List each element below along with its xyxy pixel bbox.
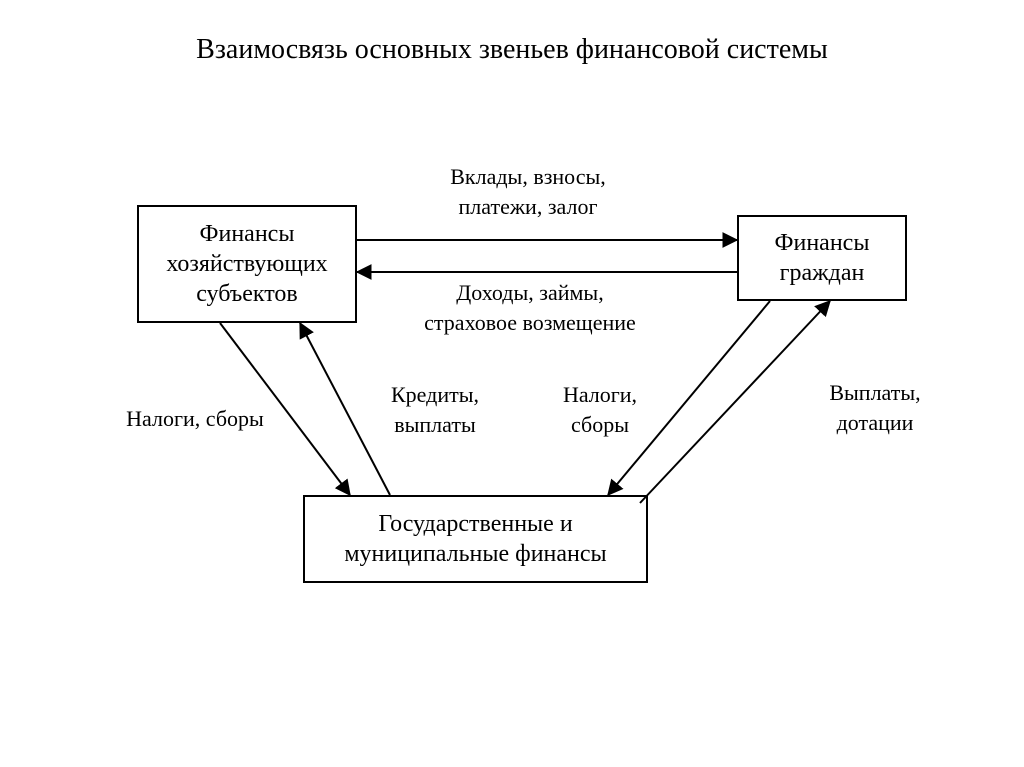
edge-label-payouts: Выплаты, дотации — [800, 378, 950, 437]
node-label: Финансы хозяйствующих субъектов — [149, 219, 345, 309]
diagram-canvas: Взаимосвязь основных звеньев финансовой … — [0, 0, 1024, 767]
node-state-finance: Государственные и муниципальные финансы — [303, 495, 648, 583]
edge-label-income: Доходы, займы, страховое возмещение — [380, 278, 680, 337]
node-label: Государственные и муниципальные финансы — [315, 509, 636, 569]
node-label: Финансы граждан — [749, 228, 895, 288]
diagram-title: Взаимосвязь основных звеньев финансовой … — [0, 34, 1024, 66]
edge-label-credits: Кредиты, выплаты — [370, 380, 500, 439]
edge-label-taxes-left: Налоги, сборы — [100, 404, 290, 434]
edge-label-deposits: Вклады, взносы, платежи, залог — [398, 162, 658, 221]
node-business-finance: Финансы хозяйствующих субъектов — [137, 205, 357, 323]
edge-label-taxes-mid: Налоги, сборы — [540, 380, 660, 439]
node-citizen-finance: Финансы граждан — [737, 215, 907, 301]
